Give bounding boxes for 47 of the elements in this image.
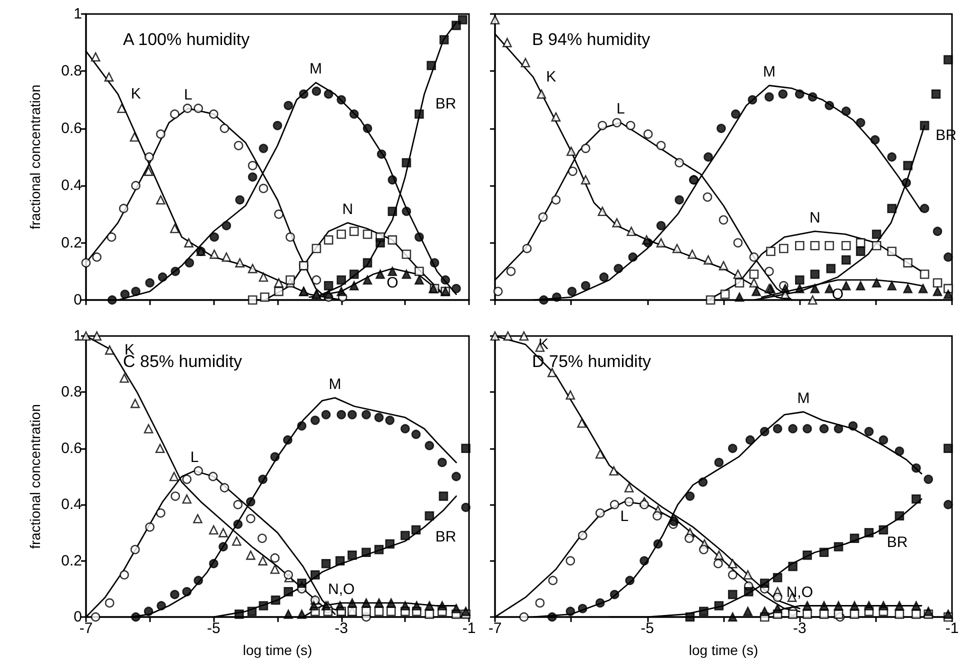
- series-label: O: [832, 286, 844, 303]
- y-tick-label: 0.8: [61, 384, 82, 401]
- series-label: L: [616, 100, 625, 118]
- y-axis-title: fractional concentration: [27, 404, 43, 549]
- series-label: BR: [886, 534, 908, 552]
- text: D 75% humidity: [532, 352, 652, 371]
- series-label: BR: [435, 96, 456, 113]
- series-label: BR: [435, 528, 456, 546]
- series-label: M: [310, 60, 322, 78]
- y-tick-label: 0.8: [61, 62, 82, 80]
- series-label: N,O: [786, 584, 814, 601]
- series-label: K: [130, 86, 141, 103]
- x-tick-label: -7: [79, 620, 93, 637]
- x-tick-label: -3: [792, 620, 806, 637]
- y-tick-label: 0: [74, 292, 82, 308]
- series-label: N,O: [328, 580, 355, 598]
- series-label: M: [762, 64, 776, 80]
- series-label: L: [190, 448, 199, 466]
- series-label: L: [620, 508, 629, 525]
- series-label: K: [546, 68, 556, 86]
- x-axis-title: log time (s): [242, 642, 312, 658]
- x-tick-label: -1: [462, 620, 476, 637]
- series-label: L: [184, 86, 192, 104]
- y-tick-label: 0.2: [61, 552, 82, 570]
- y-axis-title: fractional concentration: [27, 84, 43, 230]
- text: A 100% humidity: [123, 30, 250, 49]
- y-tick-label: 0.6: [61, 120, 82, 137]
- y-tick-label: 0.4: [61, 177, 82, 194]
- series-label: N: [809, 209, 820, 226]
- x-tick-label: -7: [488, 620, 502, 637]
- y-tick-label: 0: [74, 608, 82, 626]
- y-tick-label: 1: [74, 328, 82, 344]
- y-tick-label: 0.2: [61, 234, 82, 252]
- x-axis-title: log time (s): [688, 642, 758, 658]
- series-label: N: [342, 200, 354, 218]
- x-tick-label: -1: [945, 620, 959, 637]
- x-tick-label: -5: [640, 620, 654, 637]
- y-tick-label: 1: [74, 6, 82, 22]
- y-tick-label: 0.4: [61, 496, 82, 514]
- series-label: O: [386, 274, 398, 292]
- x-tick-label: -3: [334, 620, 348, 637]
- y-tick-label: 0.6: [61, 440, 82, 457]
- series-label: M: [328, 376, 342, 393]
- x-tick-label: -5: [206, 620, 220, 637]
- series-label: K: [538, 336, 548, 353]
- text: B 94% humidity: [532, 30, 651, 49]
- series-label: M: [797, 390, 810, 407]
